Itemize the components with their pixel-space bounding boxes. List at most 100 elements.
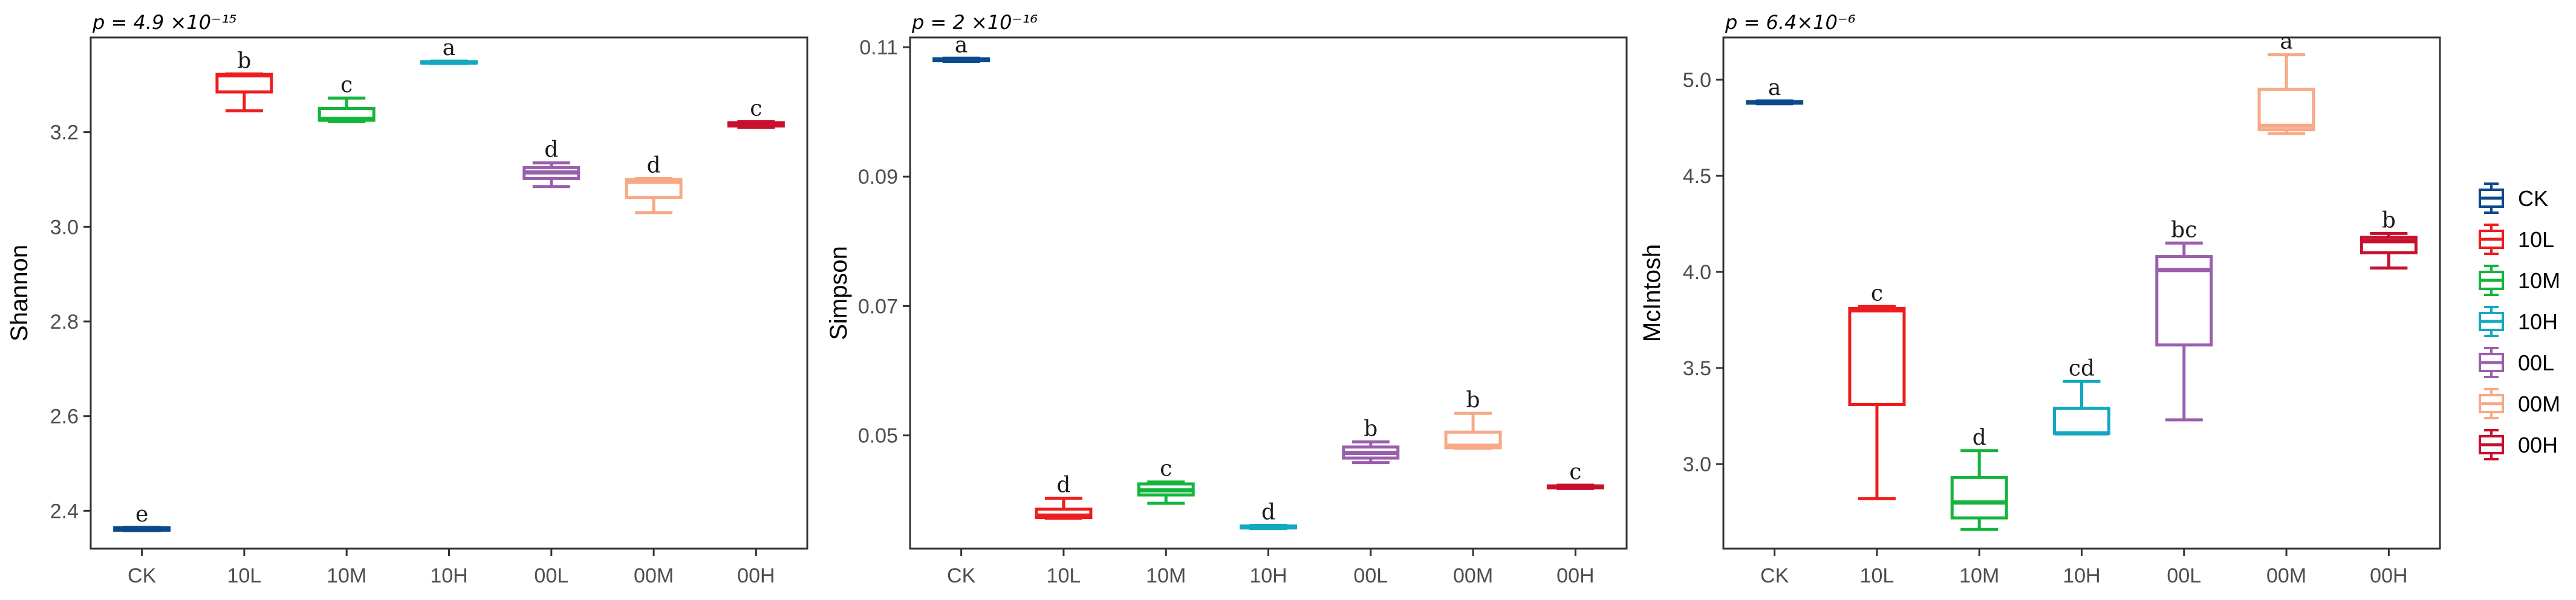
x-tick-label: 00H: [737, 564, 775, 587]
x-tick-label: 00L: [1353, 564, 1388, 587]
significance-letter: b: [1466, 388, 1480, 413]
x-tick-label: 00M: [634, 564, 674, 587]
panels: 2.4 2.6 2.8 3.0 3.2 CK 10L 10M 10H 00L 00M 00H Shann…: [6, 11, 2441, 587]
x-tick-label: 00M: [1453, 564, 1493, 587]
plot-frame: [89, 36, 808, 550]
p-value-label: p = 2 ×10⁻¹⁶: [911, 11, 1038, 34]
y-tick-label: 0.11: [859, 36, 898, 59]
legend-label: CK: [2518, 186, 2548, 211]
legend-label: 10H: [2518, 309, 2558, 334]
x-tick-label: CK: [1760, 564, 1789, 587]
box-10H: [2053, 379, 2110, 436]
y-axis-title: Simpson: [825, 246, 852, 340]
significance-letter: a: [955, 33, 968, 57]
significance-letter: d: [544, 138, 558, 163]
legend-label: 00M: [2518, 392, 2560, 416]
y-tick-label: 4.0: [1683, 261, 1711, 284]
box-body: [625, 178, 683, 199]
x-tick-label: 10H: [1249, 564, 1287, 587]
significance-letter: cd: [2069, 356, 2095, 381]
legend-key-00H: [2479, 429, 2504, 460]
significance-letter: c: [340, 73, 353, 97]
significance-letter: e: [135, 502, 148, 527]
legend-key-10M: [2479, 265, 2504, 296]
y-tick-label: 3.0: [50, 216, 79, 239]
plot-frame: [1722, 36, 2441, 550]
x-tick-label: 10M: [1959, 564, 1999, 587]
box-body: [2360, 236, 2418, 254]
x-tick-label: 10M: [1146, 564, 1186, 587]
box-00L: [1342, 440, 1400, 465]
legend-label: 00H: [2518, 433, 2558, 457]
significance-letter: d: [1056, 473, 1070, 497]
y-tick-label: 2.8: [50, 311, 79, 334]
box-CK: [113, 526, 171, 532]
y-tick-label: 5.0: [1683, 69, 1711, 92]
box-10L: [215, 72, 273, 112]
legend: CK 10L 10M 10H 00L 00M 00H: [2479, 182, 2560, 460]
box-body: [1950, 476, 2008, 520]
box-00H: [2360, 231, 2418, 270]
significance-letter: a: [2280, 30, 2292, 54]
x-tick-label: 00L: [534, 564, 568, 587]
x-tick-label: CK: [947, 564, 976, 587]
box-10H: [420, 59, 478, 65]
x-tick-label: 00H: [1556, 564, 1594, 587]
significance-letter: a: [443, 36, 455, 60]
box-00L: [2155, 241, 2213, 422]
y-axis-title: Shannon: [6, 245, 33, 341]
legend-key-10L: [2479, 224, 2504, 255]
legend-label: 10M: [2518, 268, 2560, 293]
legend-key-00L: [2479, 347, 2504, 378]
significance-letter: b: [2382, 208, 2396, 233]
box-CK: [932, 56, 990, 63]
box-10L: [1848, 305, 1906, 500]
box-00M: [2257, 53, 2315, 135]
panel-mcintosh: 3.0 3.5 4.0 4.5 5.0 CK 10L 10M 10H 00L 00M 00H McInt…: [1639, 11, 2441, 587]
y-tick-label: 0.07: [858, 295, 898, 318]
p-value-label: p = 6.4×10⁻⁶: [1725, 11, 1856, 34]
box-10L: [1035, 496, 1093, 520]
significance-letter: a: [1768, 76, 1781, 100]
box-00L: [522, 161, 581, 189]
legend-label: 10L: [2518, 227, 2554, 252]
significance-letter: c: [750, 96, 762, 121]
significance-letter: c: [1871, 281, 1883, 306]
significance-letter: c: [1160, 457, 1172, 482]
x-tick-label: 10M: [327, 564, 366, 587]
legend-key-10H: [2479, 306, 2504, 337]
y-tick-label: 3.5: [1683, 357, 1711, 380]
y-tick-label: 2.6: [50, 405, 79, 428]
significance-letter: bc: [2171, 218, 2197, 242]
x-tick-label: 10H: [430, 564, 467, 587]
x-tick-label: 00L: [2167, 564, 2201, 587]
y-tick-label: 2.4: [50, 500, 79, 523]
box-body: [2155, 255, 2213, 347]
x-tick-label: 10L: [1047, 564, 1081, 587]
x-tick-label: CK: [128, 564, 157, 587]
box-10M: [1137, 480, 1195, 505]
panel-simpson: 0.05 0.07 0.09 0.11 CK 10L 10M 10H 00L 00M 00H Simp…: [825, 11, 1628, 587]
significance-letter: d: [1261, 500, 1275, 524]
y-tick-label: 0.09: [858, 166, 898, 189]
y-tick-label: 3.0: [1683, 453, 1711, 476]
box-10M: [317, 96, 376, 123]
significance-letter: d: [647, 153, 661, 178]
significance-letter: b: [237, 48, 251, 73]
box-body: [2257, 88, 2315, 132]
significance-letter: c: [1569, 460, 1581, 485]
p-value-label: p = 4.9 ×10⁻¹⁵: [92, 11, 237, 34]
box-00M: [1444, 411, 1502, 450]
legend-label: 00L: [2518, 350, 2554, 375]
x-tick-label: 00H: [2370, 564, 2407, 587]
significance-letter: d: [1973, 425, 1986, 450]
x-tick-label: 00M: [2266, 564, 2306, 587]
box-10H: [1240, 523, 1297, 531]
panel-shannon: 2.4 2.6 2.8 3.0 3.2 CK 10L 10M 10H 00L 00M 00H Shann…: [6, 11, 808, 587]
y-tick-label: 0.05: [858, 425, 898, 448]
box-00H: [727, 120, 785, 129]
significance-letter: b: [1364, 416, 1377, 441]
x-tick-label: 10H: [2063, 564, 2100, 587]
y-tick-label: 3.2: [50, 121, 79, 144]
